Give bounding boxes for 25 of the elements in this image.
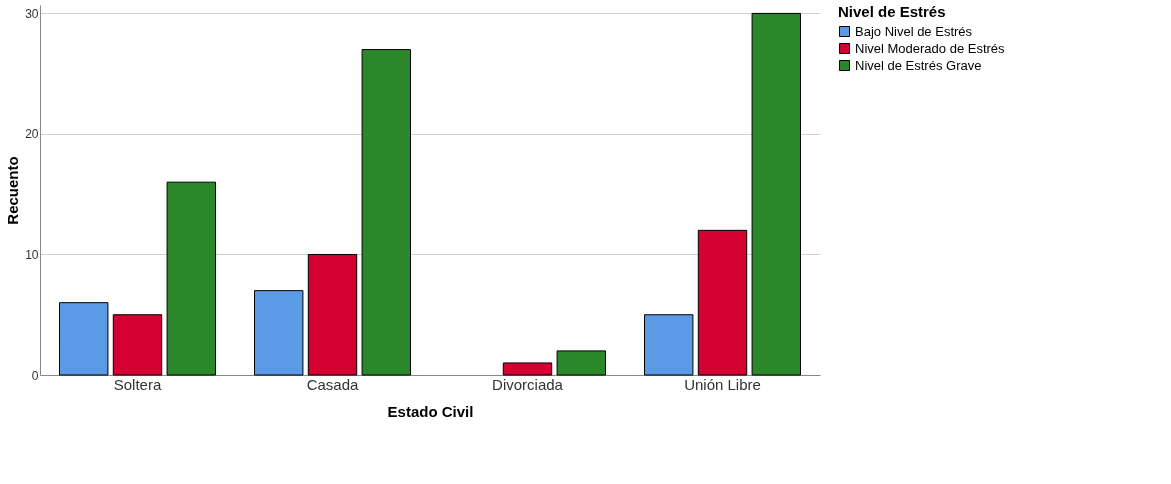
bar <box>59 302 109 376</box>
x-tick-label: Unión Libre <box>684 375 761 393</box>
bar <box>112 314 163 376</box>
bar <box>307 253 358 376</box>
bar <box>556 350 606 376</box>
bar <box>644 314 694 376</box>
x-tick-label: Soltera <box>113 375 162 393</box>
legend-title: Nivel de Estrés <box>838 3 946 20</box>
x-axis-title: Estado Civil <box>387 402 474 420</box>
x-tick-label: Divorciada <box>492 375 564 393</box>
bar <box>502 362 553 376</box>
bar <box>361 49 411 376</box>
legend-label: Bajo Nivel de Estrés <box>855 23 973 39</box>
legend-label: Nivel de Estrés Grave <box>855 57 982 73</box>
bar <box>166 181 216 376</box>
y-tick-label: 10 <box>25 247 39 262</box>
bar <box>697 229 748 376</box>
y-tick-label: 0 <box>31 368 39 383</box>
legend-label: Nivel Moderado de Estrés <box>855 40 1006 56</box>
bar <box>751 12 801 376</box>
bar <box>254 290 304 376</box>
y-tick-label: 30 <box>25 6 39 21</box>
x-tick-label: Casada <box>306 375 360 393</box>
y-axis-title: Recuento <box>4 156 22 225</box>
y-tick-label: 20 <box>25 127 39 142</box>
